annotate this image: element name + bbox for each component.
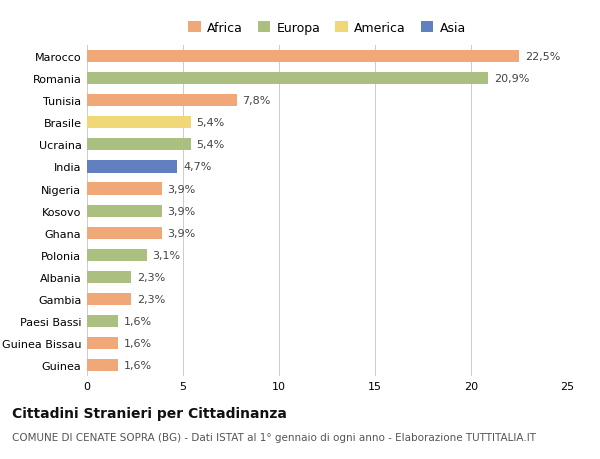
Text: 20,9%: 20,9% xyxy=(494,74,529,84)
Text: 1,6%: 1,6% xyxy=(124,316,152,326)
Bar xyxy=(87,227,162,239)
Bar xyxy=(87,139,191,151)
Text: COMUNE DI CENATE SOPRA (BG) - Dati ISTAT al 1° gennaio di ogni anno - Elaborazio: COMUNE DI CENATE SOPRA (BG) - Dati ISTAT… xyxy=(12,432,536,442)
Bar xyxy=(87,205,162,217)
Bar xyxy=(87,293,131,305)
Text: 5,4%: 5,4% xyxy=(196,118,224,128)
Bar xyxy=(87,359,118,371)
Bar xyxy=(87,271,131,283)
Text: 3,9%: 3,9% xyxy=(167,228,196,238)
Text: 4,7%: 4,7% xyxy=(183,162,211,172)
Bar xyxy=(87,183,162,195)
Text: 2,3%: 2,3% xyxy=(137,272,165,282)
Text: 1,6%: 1,6% xyxy=(124,338,152,348)
Bar xyxy=(87,337,118,349)
Bar xyxy=(87,161,177,173)
Bar xyxy=(87,95,237,107)
Bar xyxy=(87,315,118,327)
Text: 3,9%: 3,9% xyxy=(167,206,196,216)
Legend: Africa, Europa, America, Asia: Africa, Europa, America, Asia xyxy=(185,19,469,37)
Text: 1,6%: 1,6% xyxy=(124,360,152,370)
Text: 3,1%: 3,1% xyxy=(152,250,181,260)
Text: 5,4%: 5,4% xyxy=(196,140,224,150)
Text: 22,5%: 22,5% xyxy=(525,52,560,62)
Bar xyxy=(87,249,146,261)
Text: Cittadini Stranieri per Cittadinanza: Cittadini Stranieri per Cittadinanza xyxy=(12,406,287,420)
Text: 3,9%: 3,9% xyxy=(167,184,196,194)
Bar xyxy=(87,73,488,85)
Text: 7,8%: 7,8% xyxy=(242,96,271,106)
Bar xyxy=(87,51,519,63)
Bar xyxy=(87,117,191,129)
Text: 2,3%: 2,3% xyxy=(137,294,165,304)
